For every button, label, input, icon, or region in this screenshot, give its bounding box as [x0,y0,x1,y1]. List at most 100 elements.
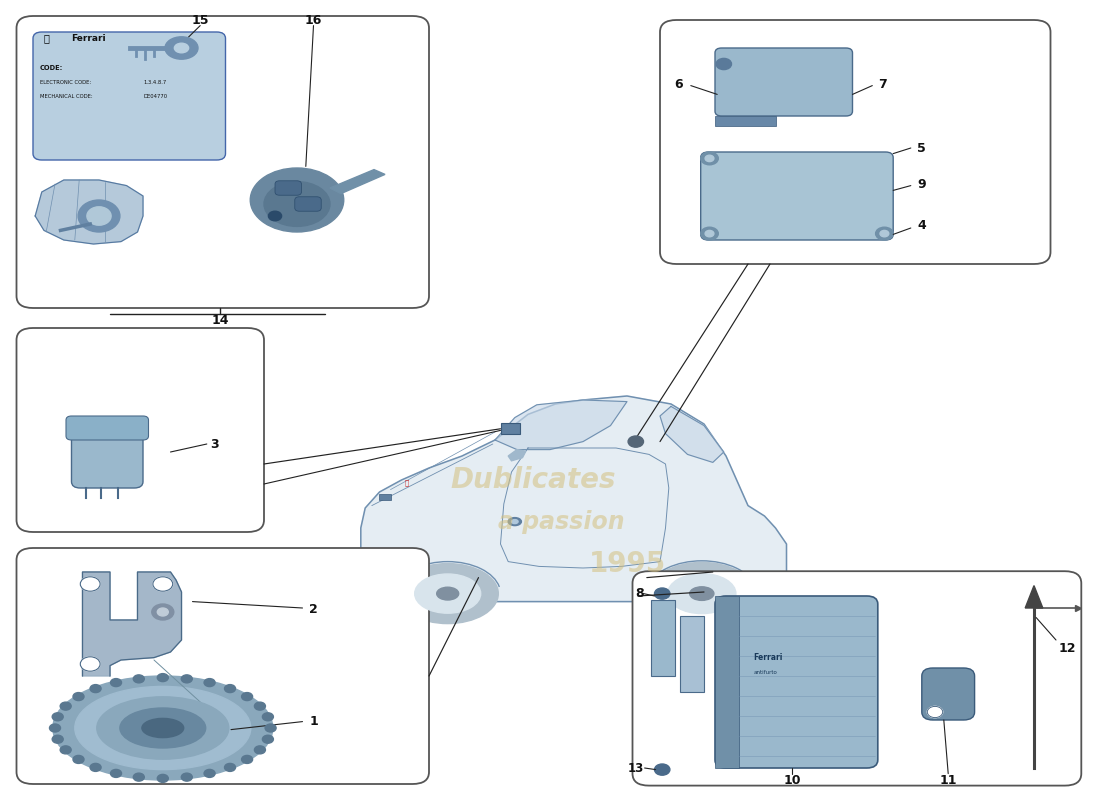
Text: 5: 5 [917,142,926,154]
Text: Ferrari: Ferrari [754,653,783,662]
FancyBboxPatch shape [715,116,775,126]
Text: Dublicates: Dublicates [451,466,616,494]
Circle shape [265,724,276,732]
Polygon shape [660,406,724,462]
FancyBboxPatch shape [715,596,878,768]
Polygon shape [82,572,182,676]
Circle shape [242,693,253,701]
Circle shape [205,770,216,778]
Circle shape [205,678,216,686]
Circle shape [157,608,168,616]
Ellipse shape [87,206,111,226]
Circle shape [157,774,168,782]
Text: a passion: a passion [497,510,625,534]
Circle shape [157,674,168,682]
Text: 7: 7 [878,78,887,90]
FancyBboxPatch shape [701,152,893,240]
Circle shape [654,764,670,775]
Circle shape [263,713,274,721]
Circle shape [654,588,670,599]
Circle shape [880,230,889,237]
Text: 15: 15 [191,14,209,26]
Ellipse shape [690,587,714,600]
Polygon shape [361,396,786,602]
Ellipse shape [512,520,518,524]
Circle shape [73,693,84,701]
Circle shape [701,227,718,240]
FancyBboxPatch shape [500,423,520,434]
Polygon shape [1025,586,1043,608]
Circle shape [110,770,121,778]
Circle shape [716,58,732,70]
Ellipse shape [264,182,330,226]
Text: 10: 10 [783,774,801,786]
FancyBboxPatch shape [715,596,739,768]
Circle shape [705,155,714,162]
Text: 🐎: 🐎 [44,34,50,43]
FancyBboxPatch shape [275,181,301,195]
Text: CODE:: CODE: [40,66,63,71]
Circle shape [133,675,144,683]
Circle shape [242,755,253,763]
Text: ELECTRONIC CODE:: ELECTRONIC CODE: [40,80,90,85]
Text: Ferrari: Ferrari [72,34,106,43]
Circle shape [705,230,714,237]
Text: MECHANICAL CODE:: MECHANICAL CODE: [40,94,92,99]
Ellipse shape [142,718,184,738]
Circle shape [224,685,235,693]
Ellipse shape [78,200,120,232]
FancyBboxPatch shape [16,328,264,532]
Ellipse shape [251,168,343,232]
Circle shape [80,577,100,591]
Text: 16: 16 [305,14,322,26]
FancyBboxPatch shape [72,424,143,488]
Text: 11: 11 [939,774,957,786]
Circle shape [90,685,101,693]
Circle shape [927,706,943,718]
Circle shape [182,773,192,781]
Ellipse shape [97,697,229,759]
Circle shape [133,773,144,781]
Ellipse shape [397,563,498,624]
Circle shape [152,604,174,620]
FancyBboxPatch shape [680,616,704,692]
Circle shape [628,436,643,447]
Circle shape [52,713,63,721]
Text: 14: 14 [211,314,229,326]
Circle shape [60,746,72,754]
Polygon shape [495,400,627,450]
Text: 8: 8 [635,587,643,600]
Polygon shape [508,450,526,461]
Circle shape [263,735,274,743]
Ellipse shape [75,686,251,770]
Text: 6: 6 [674,78,683,90]
FancyBboxPatch shape [660,20,1050,264]
Text: 12: 12 [1058,642,1076,654]
Ellipse shape [649,562,755,625]
Circle shape [52,735,63,743]
Text: 1.3.4.8.7: 1.3.4.8.7 [143,80,166,85]
FancyBboxPatch shape [632,571,1081,786]
Circle shape [110,678,121,686]
Circle shape [701,152,718,165]
Text: 3: 3 [210,438,219,450]
FancyBboxPatch shape [33,32,226,160]
Circle shape [182,675,192,683]
FancyBboxPatch shape [922,668,975,720]
Text: 4: 4 [917,219,926,232]
Text: 2: 2 [309,603,318,616]
FancyBboxPatch shape [651,600,675,676]
FancyBboxPatch shape [16,16,429,308]
Polygon shape [35,180,143,244]
Ellipse shape [437,587,459,600]
FancyBboxPatch shape [16,548,429,784]
Text: 1: 1 [309,715,318,728]
Circle shape [80,657,100,671]
Circle shape [90,763,101,771]
Circle shape [876,227,893,240]
Ellipse shape [165,37,198,59]
Circle shape [254,702,265,710]
Ellipse shape [508,518,521,526]
Circle shape [254,746,265,754]
Circle shape [224,763,235,771]
